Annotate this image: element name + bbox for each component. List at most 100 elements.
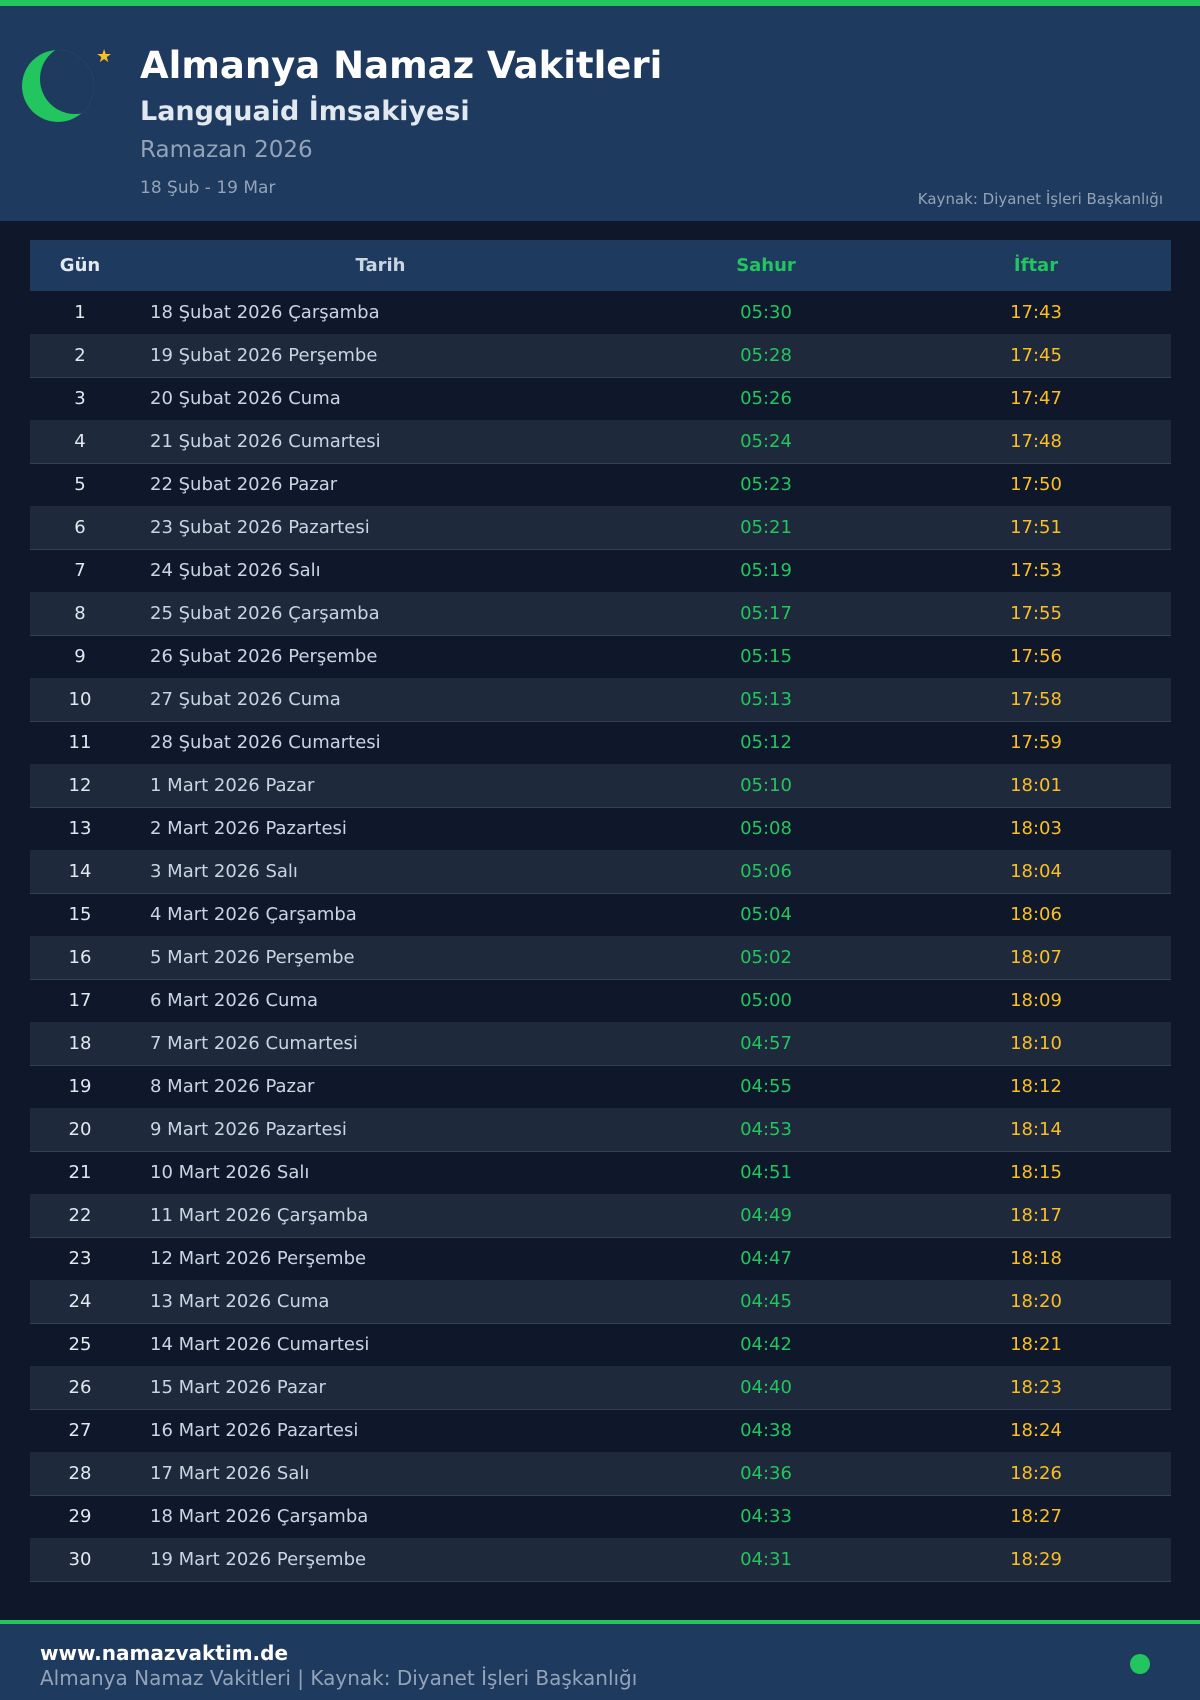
cell-date: 19 Şubat 2026 Perşembe [130,334,631,378]
cell-iftar: 17:56 [1010,646,1062,667]
cell-day: 19 [68,1076,92,1097]
cell-sahur: 04:38 [740,1420,792,1441]
cell-day: 18 [30,1022,130,1066]
footer-site-link[interactable]: www.namazvaktim.de [40,1641,289,1665]
cell-iftar: 18:10 [901,1022,1171,1066]
cell-sahur: 04:47 [740,1248,792,1269]
cell-date: 18 Mart 2026 Çarşamba [150,1506,369,1527]
cell-sahur: 05:19 [740,560,792,581]
cell-sahur: 04:42 [740,1334,792,1355]
cell-sahur: 04:49 [631,1194,901,1238]
cell-day: 7 [74,560,86,581]
cell-day: 14 [30,850,130,894]
cell-day: 11 [68,732,92,753]
cell-sahur: 05:12 [740,732,792,753]
cell-day: 29 [68,1506,92,1527]
cell-iftar: 18:07 [901,936,1171,980]
column-header-sahur: Sahur [631,240,901,291]
cell-iftar: 17:59 [1010,732,1062,753]
cell-day: 25 [68,1334,92,1355]
cell-sahur: 05:28 [631,334,901,378]
column-header-iftar: İftar [901,240,1171,291]
cell-day: 21 [68,1162,92,1183]
cell-sahur: 04:31 [631,1538,901,1582]
table-row: 6 23 Şubat 2026 Pazartesi 05:21 17:51 [30,506,1171,550]
cell-sahur: 05:26 [740,388,792,409]
cell-iftar: 17:47 [1010,388,1062,409]
cell-sahur: 05:17 [631,592,901,636]
cell-day: 28 [30,1452,130,1496]
cell-date: 6 Mart 2026 Cuma [150,990,318,1011]
table-row: 30 19 Mart 2026 Perşembe 04:31 18:29 [30,1538,1171,1582]
cell-sahur: 05:04 [740,904,792,925]
cell-date: 11 Mart 2026 Çarşamba [130,1194,631,1238]
cell-iftar: 17:51 [901,506,1171,550]
cell-date: 8 Mart 2026 Pazar [150,1076,315,1097]
cell-iftar: 17:43 [1010,301,1062,323]
table-row: 27 16 Mart 2026 Pazartesi 04:38 18:24 [30,1409,1171,1452]
cell-sahur: 05:21 [631,506,901,550]
cell-date: 22 Şubat 2026 Pazar [150,474,338,495]
cell-date: 14 Mart 2026 Cumartesi [150,1334,370,1355]
table-row: 5 22 Şubat 2026 Pazar 05:23 17:50 [30,463,1171,506]
page-title: Almanya Namaz Vakitleri [140,44,663,87]
cell-day: 26 [30,1366,130,1410]
cell-sahur: 04:40 [631,1366,901,1410]
cell-iftar: 18:26 [901,1452,1171,1496]
table-row: 13 2 Mart 2026 Pazartesi 05:08 18:03 [30,807,1171,850]
cell-day: 30 [30,1538,130,1582]
cell-date: 1 Mart 2026 Pazar [130,764,631,808]
cell-date: 12 Mart 2026 Perşembe [150,1248,367,1269]
cell-day: 20 [30,1108,130,1152]
footer-text: Almanya Namaz Vakitleri | Kaynak: Diyane… [40,1666,638,1690]
cell-iftar: 18:29 [901,1538,1171,1582]
cell-sahur: 05:15 [740,646,792,667]
cell-day: 24 [30,1280,130,1324]
cell-date: 27 Şubat 2026 Cuma [130,678,631,722]
column-header-day: Gün [30,240,130,291]
cell-iftar: 18:20 [901,1280,1171,1324]
cell-date: 5 Mart 2026 Perşembe [130,936,631,980]
cell-sahur: 04:36 [631,1452,901,1496]
cell-sahur: 05:23 [740,474,792,495]
cell-date: 23 Şubat 2026 Pazartesi [130,506,631,550]
cell-day: 23 [68,1248,92,1269]
table-row: 7 24 Şubat 2026 Salı 05:19 17:53 [30,549,1171,592]
cell-iftar: 17:50 [1010,474,1062,495]
cell-sahur: 05:13 [631,678,901,722]
cell-day: 4 [30,420,130,464]
cell-iftar: 18:18 [1010,1248,1062,1269]
table-row: 28 17 Mart 2026 Salı 04:36 18:26 [30,1452,1171,1496]
table-header-row: Gün Tarih Sahur İftar [30,240,1171,291]
table-row: 24 13 Mart 2026 Cuma 04:45 18:20 [30,1280,1171,1324]
table-row: 22 11 Mart 2026 Çarşamba 04:49 18:17 [30,1194,1171,1238]
table-row: 14 3 Mart 2026 Salı 05:06 18:04 [30,850,1171,894]
cell-iftar: 18:04 [901,850,1171,894]
table-row: 4 21 Şubat 2026 Cumartesi 05:24 17:48 [30,420,1171,464]
cell-iftar: 18:14 [901,1108,1171,1152]
cell-date: 2 Mart 2026 Pazartesi [150,818,347,839]
cell-sahur: 04:45 [631,1280,901,1324]
cell-iftar: 18:06 [1010,904,1062,925]
cell-day: 15 [68,904,92,925]
table-row: 29 18 Mart 2026 Çarşamba 04:33 18:27 [30,1495,1171,1538]
table-row: 17 6 Mart 2026 Cuma 05:00 18:09 [30,979,1171,1022]
cell-date: 16 Mart 2026 Pazartesi [150,1420,359,1441]
table-row: 12 1 Mart 2026 Pazar 05:10 18:01 [30,764,1171,808]
cell-sahur: 05:08 [740,818,792,839]
table-row: 8 25 Şubat 2026 Çarşamba 05:17 17:55 [30,592,1171,636]
cell-iftar: 18:21 [1010,1334,1062,1355]
cell-day: 10 [30,678,130,722]
cell-day: 2 [30,334,130,378]
table-row: 1 18 Şubat 2026 Çarşamba 05:30 17:43 [30,291,1171,334]
cell-sahur: 04:57 [631,1022,901,1066]
cell-sahur: 05:30 [740,301,792,323]
cell-sahur: 05:00 [740,990,792,1011]
cell-day: 8 [30,592,130,636]
cell-iftar: 18:23 [901,1366,1171,1410]
cell-iftar: 17:53 [1010,560,1062,581]
table-row: 3 20 Şubat 2026 Cuma 05:26 17:47 [30,377,1171,420]
cell-day: 17 [68,990,92,1011]
cell-date: 13 Mart 2026 Cuma [130,1280,631,1324]
cell-date: 20 Şubat 2026 Cuma [150,388,341,409]
